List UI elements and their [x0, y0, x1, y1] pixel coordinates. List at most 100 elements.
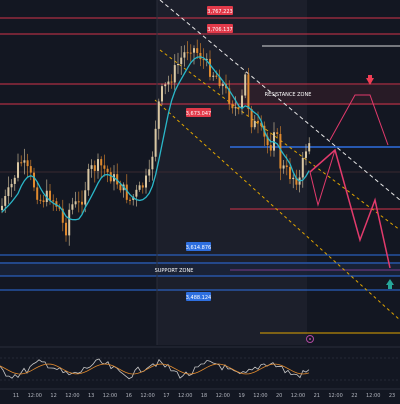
- oscillator-panel[interactable]: [0, 348, 400, 388]
- candle-body: [218, 76, 221, 87]
- candle-body: [189, 52, 192, 54]
- candle-body: [282, 165, 285, 169]
- level-lines: [0, 17, 400, 334]
- candle-body: [167, 81, 170, 85]
- candle-body: [87, 168, 90, 191]
- candle-body: [247, 74, 250, 109]
- candle-body: [183, 52, 186, 58]
- time-axis-label: 16: [126, 393, 132, 399]
- candle-body: [215, 75, 218, 77]
- time-axis-label: 12:00: [28, 393, 42, 399]
- candle-body: [266, 136, 269, 146]
- candle-body: [164, 84, 167, 87]
- time-axis-label: 13: [88, 393, 94, 399]
- candle-body: [135, 189, 138, 197]
- time-axis-label: 12:00: [140, 393, 154, 399]
- time-axis-label: 12:00: [253, 393, 267, 399]
- candle-body: [109, 172, 112, 182]
- candle-body: [33, 172, 35, 188]
- candle-body: [253, 120, 256, 128]
- candle-body: [13, 177, 16, 184]
- candle-body: [65, 222, 67, 236]
- candle-body: [116, 174, 119, 185]
- projection-path-branch: [309, 149, 336, 207]
- candle-body: [161, 86, 163, 102]
- candle-body: [90, 165, 93, 169]
- svg-text:3,614.876: 3,614.876: [186, 245, 211, 251]
- candle-body: [193, 48, 195, 53]
- candle-body: [186, 52, 189, 54]
- candle-body: [100, 159, 103, 166]
- candle-body: [154, 128, 157, 157]
- time-axis-label: 19: [238, 393, 244, 399]
- candle-body: [292, 177, 295, 180]
- time-axis-label: 11: [13, 393, 19, 399]
- svg-text:3,767.223: 3,767.223: [207, 9, 232, 15]
- candle-body: [39, 199, 42, 201]
- candle-body: [61, 208, 64, 223]
- candle-body: [29, 166, 32, 173]
- candle-body: [26, 160, 29, 167]
- time-axis-label: 17: [163, 393, 169, 399]
- candle-body: [289, 167, 291, 180]
- time-axis[interactable]: 11 12:00 12 12:00 13 12:00 16 12:00 17 12:00 18 12:…: [13, 393, 395, 399]
- support-zone-band: [0, 262, 400, 276]
- candle-body: [97, 159, 99, 171]
- time-axis-label: 21: [314, 393, 320, 399]
- price-tag-mid: 3,673.047: [186, 108, 211, 117]
- candle-body: [170, 81, 173, 83]
- candle-body: [81, 201, 83, 205]
- candle-body: [157, 101, 160, 129]
- time-axis-label: 22: [351, 393, 357, 399]
- candle-body: [199, 52, 202, 60]
- candle-body: [244, 74, 247, 96]
- trendline-lower-dashed: [154, 99, 400, 321]
- time-axis-label: 12:00: [366, 393, 380, 399]
- candle-body: [209, 58, 211, 77]
- candle-body: [173, 65, 176, 83]
- candle-body: [241, 95, 243, 108]
- price-tag-low-a: 3,614.876: [186, 242, 211, 251]
- time-axis-label: 12:00: [103, 393, 117, 399]
- candle-body: [177, 63, 179, 66]
- candle-body: [7, 187, 10, 197]
- candle-body: [106, 168, 109, 173]
- candle-body: [234, 107, 237, 109]
- candle-body: [20, 162, 23, 164]
- alert-circle-icon[interactable]: [306, 335, 314, 343]
- candle-body: [279, 134, 282, 169]
- price-tag-second: 3,706.137: [207, 24, 233, 33]
- candle-body: [205, 58, 208, 60]
- time-axis-label: 23: [389, 393, 395, 399]
- candle-body: [276, 132, 279, 135]
- trendline-upper-dashed: [159, 0, 400, 201]
- candle-body: [42, 200, 45, 203]
- candle-body: [4, 196, 7, 206]
- candle-body: [119, 184, 122, 191]
- candle-body: [212, 75, 215, 77]
- candle-body: [269, 145, 272, 151]
- time-axis-label: 12:00: [291, 393, 305, 399]
- candle-body: [228, 88, 231, 105]
- candle-body: [285, 165, 288, 168]
- candle-body: [141, 185, 144, 188]
- candle-body: [71, 204, 74, 210]
- arrow-down-icon: [366, 75, 374, 85]
- candle-body: [237, 107, 240, 109]
- candle-body: [58, 206, 61, 209]
- time-axis-label: 18: [201, 393, 207, 399]
- candle-body: [129, 199, 131, 201]
- time-axis-label: 12:00: [216, 393, 230, 399]
- candle-body: [10, 183, 13, 188]
- time-axis-label: 20: [276, 393, 282, 399]
- time-axis-label: 12:00: [178, 393, 192, 399]
- candle-body: [36, 187, 39, 200]
- candle-body: [84, 190, 87, 205]
- candle-body: [103, 165, 106, 169]
- svg-text:3,673.047: 3,673.047: [186, 111, 211, 117]
- candle-body: [180, 57, 183, 64]
- candle-body: [250, 108, 253, 128]
- candle-body: [231, 104, 234, 109]
